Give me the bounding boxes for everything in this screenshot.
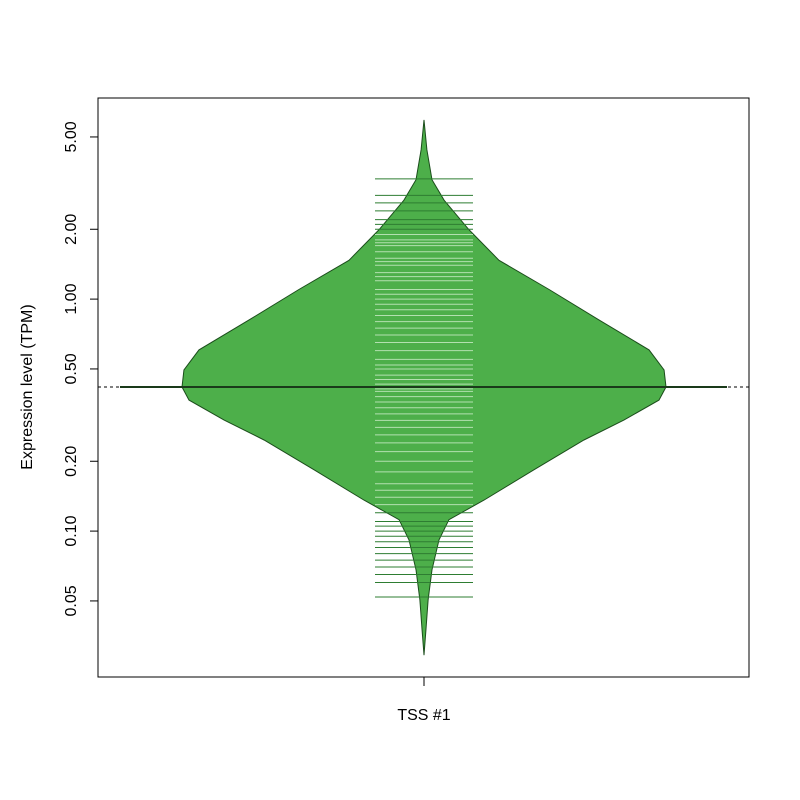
- y-tick-label: 2.00: [63, 214, 80, 245]
- bean-outline: [423, 119, 667, 656]
- y-tick-label: 0.20: [63, 446, 80, 477]
- y-tick-label: 0.50: [63, 353, 80, 384]
- y-axis-label: Expression level (TPM): [19, 304, 36, 469]
- bean-outline: [181, 119, 425, 656]
- y-tick-label: 1.00: [63, 283, 80, 314]
- y-tick-label: 5.00: [63, 121, 80, 152]
- y-tick-label: 0.10: [63, 515, 80, 546]
- y-tick-label: 0.05: [63, 585, 80, 616]
- x-tick-label: TSS #1: [397, 707, 450, 724]
